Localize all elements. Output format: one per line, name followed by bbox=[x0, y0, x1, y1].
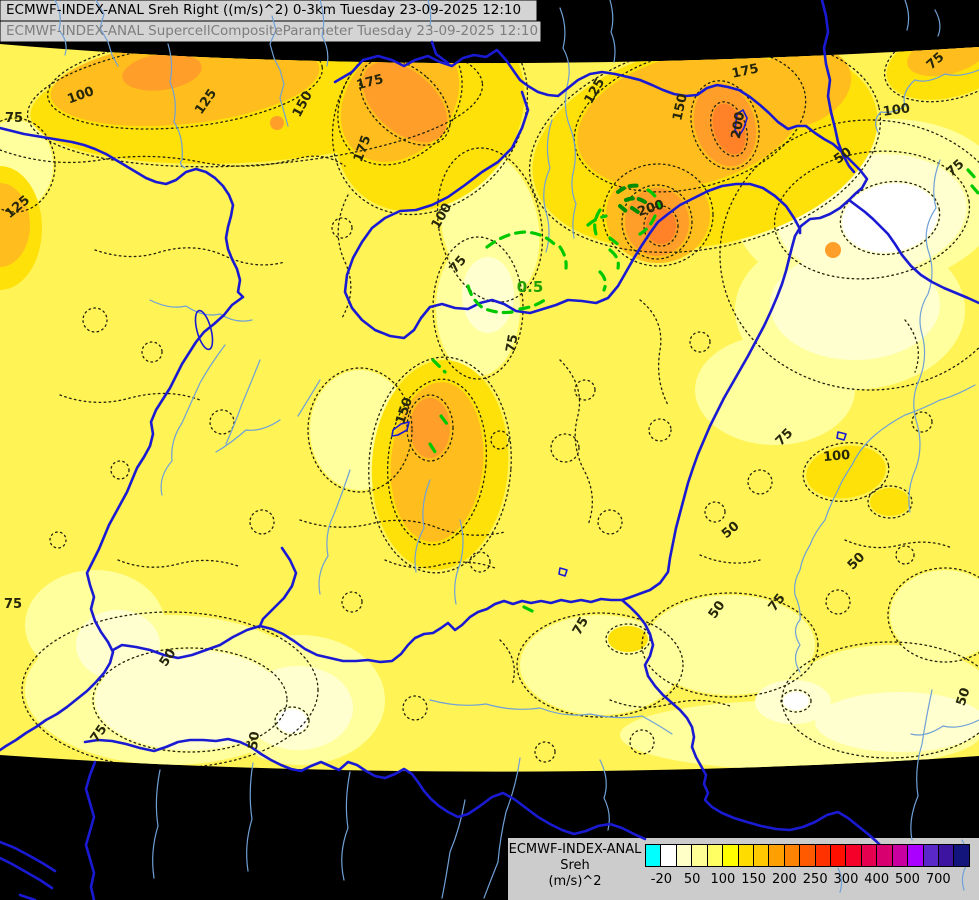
legend-color-cell bbox=[954, 845, 969, 866]
legend-color-cell bbox=[769, 845, 785, 866]
contour-label: 50 bbox=[954, 686, 974, 708]
contour-label: 175 bbox=[730, 61, 760, 81]
helicity-shaded-field bbox=[0, 44, 979, 772]
legend-color-cell bbox=[738, 845, 754, 866]
contour-lines bbox=[0, 44, 979, 769]
contour-label: 150 bbox=[670, 92, 690, 122]
legend-tick-labels: -20 50 100 150 200 250 300 400 500 700 bbox=[645, 872, 970, 890]
legend-tick: -20 bbox=[650, 872, 672, 887]
contour-label: 50 bbox=[246, 731, 263, 751]
legend-color-cell bbox=[753, 845, 770, 866]
legend-color-cell bbox=[923, 845, 940, 866]
legend-color-cell bbox=[908, 845, 924, 866]
contour-label: 175 bbox=[355, 72, 385, 94]
legend-color-cell bbox=[831, 845, 847, 866]
legend-color-cell bbox=[692, 845, 708, 866]
legend-color-cell bbox=[646, 845, 662, 866]
title-line-2-text: ECMWF-INDEX-ANAL SupercellCompositeParam… bbox=[6, 23, 539, 39]
contour-label: 200 bbox=[729, 111, 748, 140]
legend-tick: 150 bbox=[741, 872, 767, 887]
legend-tick: 100 bbox=[710, 872, 736, 887]
contour-label: 75 bbox=[4, 597, 22, 612]
legend-tick: 300 bbox=[833, 872, 859, 887]
legend-tick: 250 bbox=[802, 872, 828, 887]
legend-units: (m/s)^2 bbox=[548, 874, 602, 889]
legend-parameter: Sreh bbox=[560, 858, 590, 873]
contour-label: 100 bbox=[882, 101, 911, 120]
legend-tick: 700 bbox=[925, 872, 951, 887]
title-line-1: ECMWF-INDEX-ANAL Sreh Right ((m/s)^2) 0-… bbox=[0, 0, 537, 21]
title-line-2: ECMWF-INDEX-ANAL SupercellCompositeParam… bbox=[0, 21, 541, 42]
contour-label: 75 bbox=[504, 333, 522, 353]
legend-tick: 500 bbox=[895, 872, 920, 887]
legend-color-cell bbox=[815, 845, 832, 866]
legend-tick: 200 bbox=[772, 872, 797, 887]
contour-label: 75 bbox=[5, 111, 23, 126]
legend-color-cell bbox=[676, 845, 693, 866]
legend-color-cell bbox=[846, 845, 862, 866]
supercell-contours bbox=[428, 168, 979, 613]
legend-color-cell bbox=[784, 845, 801, 866]
legend-color-bar bbox=[645, 844, 970, 867]
legend-model-name: ECMWF-INDEX-ANAL bbox=[508, 842, 642, 857]
legend-color-cell bbox=[800, 845, 816, 866]
legend-color-cell bbox=[861, 845, 878, 866]
supercell-label: 0.5 bbox=[517, 278, 544, 296]
legend-text-block: ECMWF-INDEX-ANAL Sreh (m/s)^2 bbox=[508, 842, 642, 890]
contour-label: 100 bbox=[823, 448, 851, 465]
legend-tick: 50 bbox=[683, 872, 701, 887]
legend-color-cell bbox=[707, 845, 724, 866]
legend-color-cell bbox=[939, 845, 955, 866]
legend-color-cell bbox=[877, 845, 893, 866]
legend-color-cell bbox=[892, 845, 909, 866]
legend-color-cell bbox=[661, 845, 677, 866]
title-line-1-text: ECMWF-INDEX-ANAL Sreh Right ((m/s)^2) 0-… bbox=[6, 2, 522, 18]
color-legend: ECMWF-INDEX-ANAL Sreh (m/s)^2 -20 50 100 15… bbox=[508, 838, 979, 900]
legend-tick: 400 bbox=[864, 872, 890, 887]
legend-color-cell bbox=[723, 845, 739, 866]
